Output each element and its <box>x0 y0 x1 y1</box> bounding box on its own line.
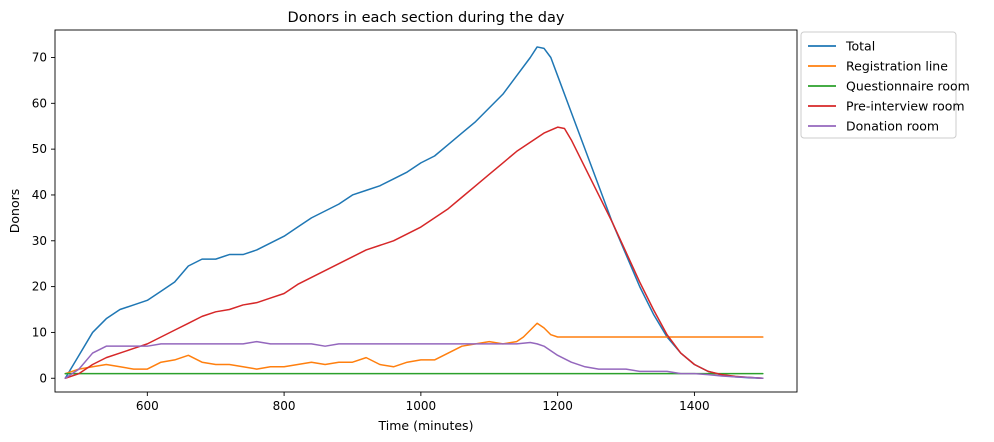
y-tick-label: 20 <box>32 280 47 294</box>
plot-frame <box>54 29 798 393</box>
y-tick-label: 0 <box>39 371 47 385</box>
legend-label-total: Total <box>845 39 875 54</box>
x-axis-label: Time (minutes) <box>378 418 474 433</box>
series-line-registration-line <box>64 322 764 375</box>
series-layer <box>64 46 764 379</box>
y-tick-label: 40 <box>32 188 47 202</box>
y-tick-label: 60 <box>32 96 47 110</box>
chart-title: Donors in each section during the day <box>288 10 565 26</box>
x-axis: 600 800 1000 1200 1400 <box>136 392 710 413</box>
x-tick-label: 600 <box>136 399 159 413</box>
x-tick-label: 1200 <box>542 399 573 413</box>
plot-area <box>54 29 798 393</box>
legend-label-registration-line: Registration line <box>846 59 948 74</box>
legend: Total Registration line Questionnaire room… <box>800 31 970 139</box>
y-tick-label: 70 <box>32 50 47 64</box>
series-line-donation-room <box>64 340 764 379</box>
legend-label-questionnaire-room: Questionnaire room <box>846 79 970 94</box>
x-tick-label: 800 <box>273 399 296 413</box>
y-tick-label: 50 <box>32 142 47 156</box>
legend-box <box>800 31 957 139</box>
y-tick-label: 30 <box>32 234 47 248</box>
y-axis: 0 10 20 30 40 50 60 70 <box>32 50 55 385</box>
x-tick-label: 1400 <box>679 399 710 413</box>
series-line-total <box>64 46 764 379</box>
legend-label-pre-interview-room: Pre-interview room <box>846 99 965 114</box>
y-axis-label: Donors <box>7 189 22 234</box>
y-tick-label: 10 <box>32 325 47 339</box>
x-tick-label: 1000 <box>406 399 437 413</box>
series-line-pre-interview-room <box>64 126 764 379</box>
legend-label-donation-room: Donation room <box>846 119 939 134</box>
